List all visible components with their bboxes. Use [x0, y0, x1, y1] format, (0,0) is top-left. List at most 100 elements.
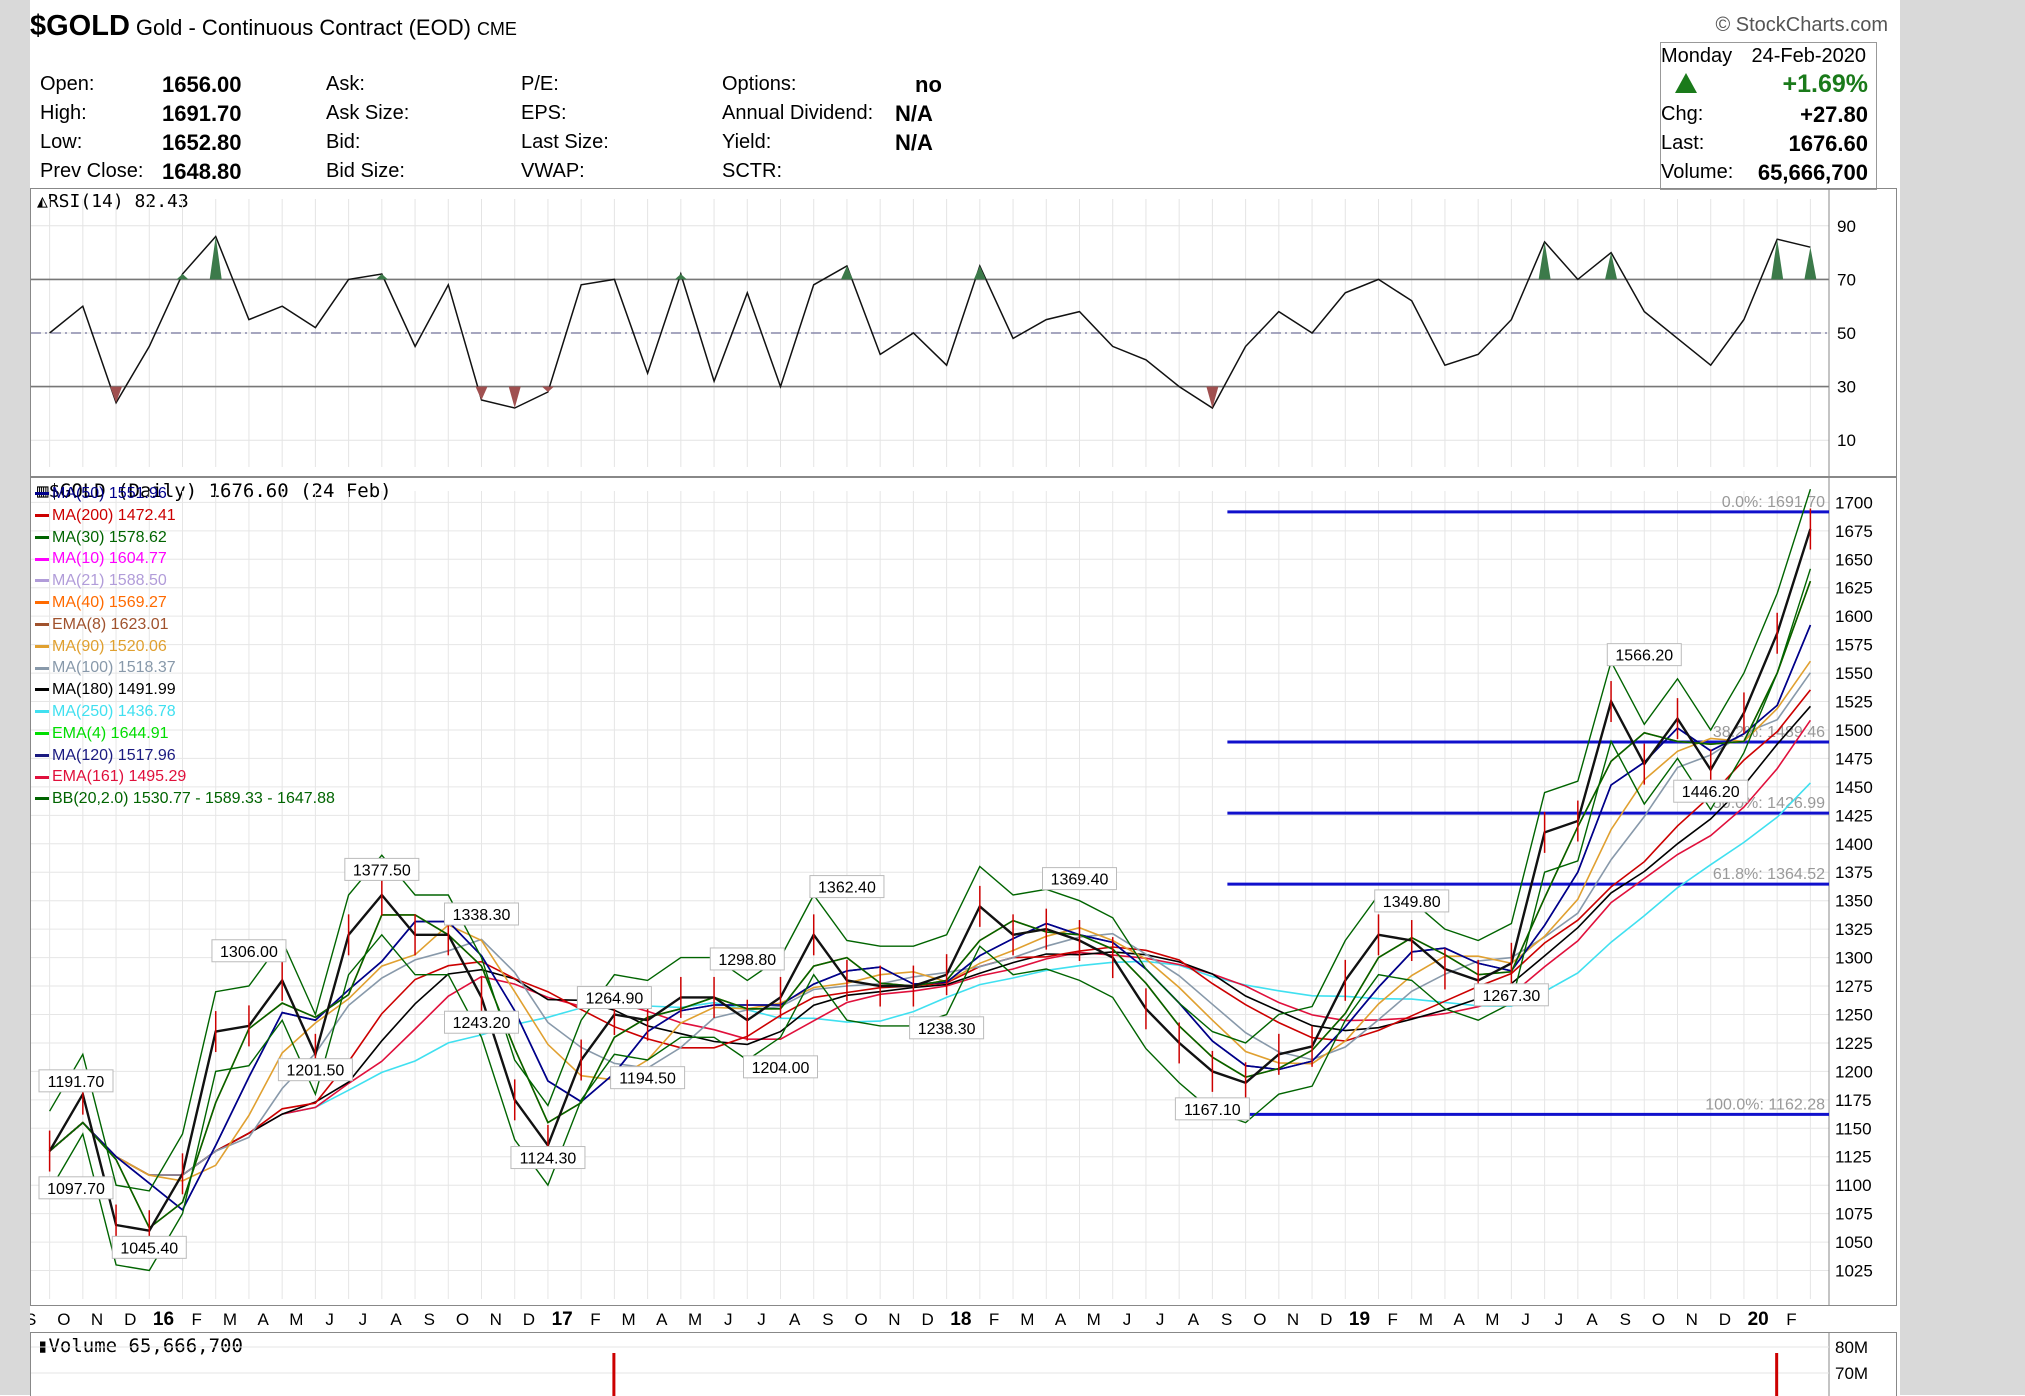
pe-label: P/E: [521, 73, 559, 95]
price-callout: 1097.70 [38, 1176, 114, 1200]
time-tick-label: F [192, 1310, 202, 1329]
legend-label: MA(180) 1491.99 [52, 681, 176, 699]
price-callout-box [576, 986, 652, 1010]
fib-label: 38.2%: 1489.46 [1713, 724, 1825, 741]
price-callout-label: 1264.90 [585, 991, 643, 1008]
price-callout: 1306.00 [211, 939, 287, 963]
symbol: $GOLD [30, 10, 130, 42]
time-tick-label: 18 [950, 1309, 971, 1330]
price-callout: 1045.40 [111, 1235, 187, 1259]
fib-label: 0.0%: 1691.70 [1722, 494, 1825, 511]
rsi-oversold-mark [475, 386, 488, 400]
legend-item: MA(10) 1604.77 [35, 548, 335, 570]
price-tick-label: 1675 [1835, 522, 1873, 541]
legend-swatch [35, 666, 49, 670]
legend-swatch [35, 753, 49, 757]
price-callout-box [211, 939, 287, 963]
legend-item: MA(30) 1578.62 [35, 527, 335, 549]
legend-swatch [35, 514, 49, 518]
legend-item: MA(200) 1472.41 [35, 505, 335, 527]
price-callout-box [1174, 1097, 1250, 1121]
legend-item: EMA(161) 1495.29 [35, 766, 335, 788]
instrument-description: Gold - Continuous Contract (EOD) [135, 15, 471, 40]
rsi-overbought-mark [1605, 252, 1618, 280]
ask-size-label: Ask Size: [326, 102, 410, 124]
left-margin [0, 0, 30, 1395]
price-tick-label: 1325 [1835, 920, 1873, 939]
time-tick-label: S [1620, 1310, 1631, 1329]
time-tick-label: A [1055, 1310, 1067, 1329]
overlay-legend: MA(50) 1551.96 MA(200) 1472.41 MA(30) 1578… [35, 483, 335, 810]
price-tick-label: 1375 [1835, 863, 1873, 882]
trade-day: Monday [1661, 45, 1733, 67]
open-value: 1656.00 [162, 72, 242, 97]
annual-dividend-label: Annual Dividend: [722, 102, 874, 124]
price-callout-label: 1167.10 [1184, 1102, 1241, 1119]
time-tick-label: N [490, 1310, 502, 1329]
rsi-oversold-mark [541, 386, 554, 392]
legend-swatch [35, 710, 49, 714]
price-tick-label: 1150 [1835, 1119, 1872, 1138]
last-value: 1676.60 [1788, 131, 1868, 156]
time-tick-label: S [1221, 1310, 1232, 1329]
rsi-overbought-mark [973, 266, 986, 280]
price-callout-label: 1377.50 [353, 862, 411, 879]
price-tick-label: 1500 [1835, 721, 1873, 740]
legend-label: EMA(161) 1495.29 [52, 768, 187, 786]
time-tick-label: F [590, 1310, 600, 1329]
yield-label: Yield: [722, 131, 772, 153]
time-tick-label: D [921, 1310, 933, 1329]
time-tick-label: A [656, 1310, 668, 1329]
time-tick-label: J [359, 1310, 368, 1329]
volume-title-text: Volume 65,666,700 [48, 1335, 243, 1357]
price-callout-box [743, 1055, 818, 1079]
time-tick-label: 20 [1748, 1309, 1769, 1330]
price-callout-label: 1349.80 [1383, 894, 1441, 911]
high-value: 1691.70 [162, 101, 242, 126]
price-tick-label: 1525 [1835, 693, 1873, 712]
time-tick-label: D [1320, 1310, 1332, 1329]
price-callout-box [444, 902, 519, 926]
fib-label: 61.8%: 1364.52 [1713, 866, 1825, 883]
time-tick-label: A [1586, 1310, 1598, 1329]
legend-label: EMA(4) 1644.91 [52, 724, 169, 742]
time-tick-label: O [1652, 1310, 1665, 1329]
price-tick-label: 1700 [1835, 493, 1873, 512]
price-callout-label: 1446.20 [1682, 784, 1740, 801]
time-tick-label: N [888, 1310, 900, 1329]
legend-item: MA(250) 1436.78 [35, 701, 335, 723]
price-callout: 1267.30 [1473, 983, 1549, 1007]
prev-close-value: 1648.80 [162, 159, 242, 184]
time-tick-label: N [91, 1310, 103, 1329]
volume-tick-label: 80M [1835, 1338, 1868, 1357]
price-callout: 1298.80 [709, 947, 785, 971]
rsi-oversold-mark [110, 386, 123, 403]
price-callout-box [709, 947, 785, 971]
price-callout-label: 1191.70 [48, 1074, 105, 1091]
legend-label: MA(10) 1604.77 [52, 550, 167, 568]
legend-swatch [35, 535, 49, 539]
time-tick-label: D [1719, 1310, 1731, 1329]
price-plot: 1025 1050 1075 1100 1125 1150 1175 1200 1225 1250… [31, 477, 1873, 1305]
legend-swatch [35, 732, 49, 736]
rsi-oversold-mark [508, 386, 521, 409]
price-tick-label: 1550 [1835, 664, 1873, 683]
time-tick-label: F [989, 1310, 999, 1329]
legend-item: EMA(8) 1623.01 [35, 614, 335, 636]
price-callout-label: 1243.20 [453, 1015, 511, 1032]
price-tick-label: 1600 [1835, 607, 1873, 626]
last-label: Last: [1661, 132, 1705, 154]
time-tick-label: A [1188, 1310, 1200, 1329]
time-axis: S O N D 16 F M A M J J A S O N D 17 F M A M J J A S O N D 18 F M A M J J A S… [30, 1309, 1797, 1330]
volume-label: Volume: [1661, 161, 1734, 183]
legend-swatch [35, 579, 49, 583]
price-callout-label: 1201.50 [286, 1063, 344, 1080]
price-callout: 1377.50 [344, 857, 420, 881]
rsi-tick-label: 50 [1837, 324, 1856, 343]
price-title: ▥$GOLD (Daily) 1676.60 (24 Feb) [37, 480, 392, 502]
time-tick-label: A [789, 1310, 801, 1329]
price-callout: 1238.30 [909, 1016, 985, 1040]
chg-value: +27.80 [1800, 102, 1868, 127]
price-callout-box [510, 1146, 586, 1170]
brand-watermark[interactable]: © StockCharts.com [1715, 14, 1888, 36]
